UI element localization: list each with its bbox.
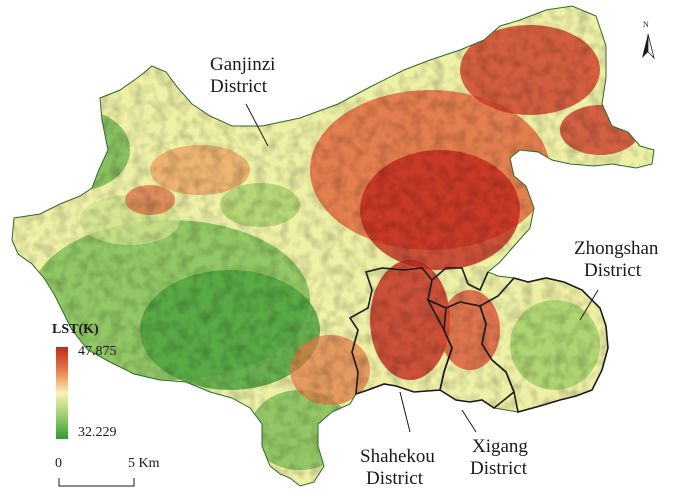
north-arrow-icon xyxy=(642,33,655,60)
legend-max-value: 47.875 xyxy=(78,344,117,359)
port-notch xyxy=(431,267,489,292)
ganjinzi-label-line1: Ganjinzi xyxy=(210,54,276,75)
legend-min-value: 32.229 xyxy=(78,425,117,440)
scale-bar xyxy=(58,478,135,487)
zhongshan-label-line1: Zhongshan xyxy=(574,238,659,259)
scale-end-label: 5 Km xyxy=(128,456,160,471)
district-boundaries xyxy=(348,267,609,413)
north-letter: N xyxy=(643,20,649,29)
zhongshan-label: Zhongshan District xyxy=(574,238,658,282)
legend-color-bar xyxy=(56,347,68,439)
xigang-leader xyxy=(461,409,477,433)
shahekou-boundary xyxy=(348,267,453,396)
shahekou-label: Shahekou District xyxy=(360,446,435,490)
shahekou-label-line2: District xyxy=(366,468,423,489)
xigang-boundary xyxy=(426,298,515,409)
xigang-label-line1: Xigang xyxy=(472,436,528,457)
xigang-label-line2: District xyxy=(470,458,527,479)
ganjinzi-label-line2: District xyxy=(210,76,267,97)
legend-title: LST(K) xyxy=(52,322,99,337)
scale-start-label: 0 xyxy=(55,456,62,471)
zhongshan-leader xyxy=(579,289,599,321)
shahekou-leader xyxy=(399,391,411,433)
ganjinzi-leader xyxy=(245,103,269,147)
zhongshan-label-line2: District xyxy=(584,260,641,281)
xigang-label: Xigang District xyxy=(470,436,528,480)
shahekou-label-line1: Shahekou xyxy=(360,446,435,467)
zhongshan-boundary xyxy=(479,277,609,413)
leader-lines xyxy=(245,103,599,433)
ganjinzi-label: Ganjinzi District xyxy=(210,54,275,98)
